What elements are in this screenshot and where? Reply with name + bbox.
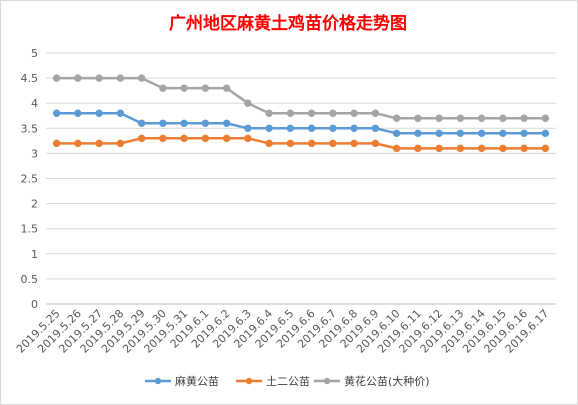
data-point — [137, 134, 146, 143]
data-point — [244, 99, 252, 107]
data-point — [286, 124, 295, 133]
y-tick-label: 3.5 — [21, 122, 39, 135]
data-point — [499, 129, 507, 138]
data-point — [350, 124, 358, 133]
legend-label-1: 麻黄公苗 — [175, 374, 219, 388]
series-line-2 — [56, 137, 546, 150]
data-point — [180, 134, 188, 143]
data-point — [286, 109, 295, 117]
data-point — [222, 84, 231, 92]
data-point — [414, 114, 422, 122]
data-point — [307, 124, 316, 133]
data-point — [159, 119, 167, 127]
data-point — [456, 144, 465, 153]
data-point — [116, 74, 125, 82]
y-tick-label: 4.5 — [21, 72, 39, 85]
data-point — [265, 124, 273, 133]
data-point — [329, 139, 337, 148]
data-point — [392, 129, 401, 138]
data-point — [201, 119, 210, 127]
data-point — [74, 74, 82, 82]
chart-title: 广州地区麻黄土鸡苗价格走势图 — [169, 14, 407, 34]
y-tick-label: 4 — [31, 97, 38, 110]
series-line-3 — [56, 76, 546, 120]
data-point — [435, 129, 443, 138]
data-point — [307, 139, 316, 148]
legend-label-3: 黄花公苗(大种价) — [344, 374, 430, 388]
legend-label-2: 土二公苗 — [266, 375, 310, 388]
data-point — [392, 144, 401, 153]
data-point — [477, 114, 486, 122]
data-point — [159, 134, 167, 143]
data-point — [371, 109, 380, 117]
legend-marker-2 — [245, 377, 253, 385]
data-point — [95, 139, 103, 148]
data-point — [414, 129, 422, 138]
data-point — [137, 119, 146, 127]
series-line-1 — [56, 111, 546, 135]
data-point — [520, 144, 528, 153]
y-tick-label: 2 — [31, 198, 38, 211]
data-point — [350, 109, 358, 117]
data-point — [350, 139, 358, 148]
data-point — [371, 124, 380, 133]
data-point — [456, 129, 465, 138]
y-tick-label: 0.5 — [21, 273, 39, 286]
data-point — [116, 139, 125, 148]
data-point — [456, 114, 465, 122]
y-tick-label: 3 — [31, 147, 38, 160]
data-point — [159, 84, 167, 92]
legend-marker-3 — [323, 377, 331, 385]
data-point — [435, 114, 443, 122]
data-point — [74, 109, 82, 117]
data-point — [95, 109, 103, 117]
data-point — [265, 139, 273, 148]
data-point — [52, 74, 61, 82]
data-point — [201, 84, 210, 92]
y-tick-label: 0 — [31, 298, 38, 311]
data-point — [307, 109, 316, 117]
data-point — [371, 139, 380, 148]
y-tick-label: 1.5 — [21, 223, 39, 236]
data-point — [222, 134, 231, 143]
data-point — [541, 144, 550, 153]
data-point — [499, 114, 507, 122]
data-point — [74, 139, 82, 148]
data-point — [201, 134, 210, 143]
data-point — [95, 74, 103, 82]
y-tick-label: 1 — [31, 248, 38, 261]
data-point — [329, 124, 337, 133]
data-point — [520, 114, 528, 122]
data-point — [520, 129, 528, 138]
data-point — [286, 139, 295, 148]
y-tick-label: 2.5 — [21, 173, 39, 186]
data-point — [180, 119, 188, 127]
data-point — [435, 144, 443, 153]
data-point — [392, 114, 401, 122]
data-point — [244, 134, 252, 143]
y-tick-label: 5 — [31, 47, 38, 60]
data-point — [137, 74, 146, 82]
data-point — [541, 129, 550, 138]
data-point — [414, 144, 422, 153]
data-point — [52, 109, 61, 117]
data-point — [265, 109, 273, 117]
legend-marker-1 — [154, 377, 162, 385]
data-point — [222, 119, 231, 127]
data-point — [180, 84, 188, 92]
data-point — [477, 144, 486, 153]
data-point — [244, 124, 252, 133]
data-point — [499, 144, 507, 153]
data-point — [477, 129, 486, 138]
data-point — [541, 114, 550, 122]
data-point — [329, 109, 337, 117]
data-point — [52, 139, 61, 148]
data-point — [116, 109, 125, 117]
